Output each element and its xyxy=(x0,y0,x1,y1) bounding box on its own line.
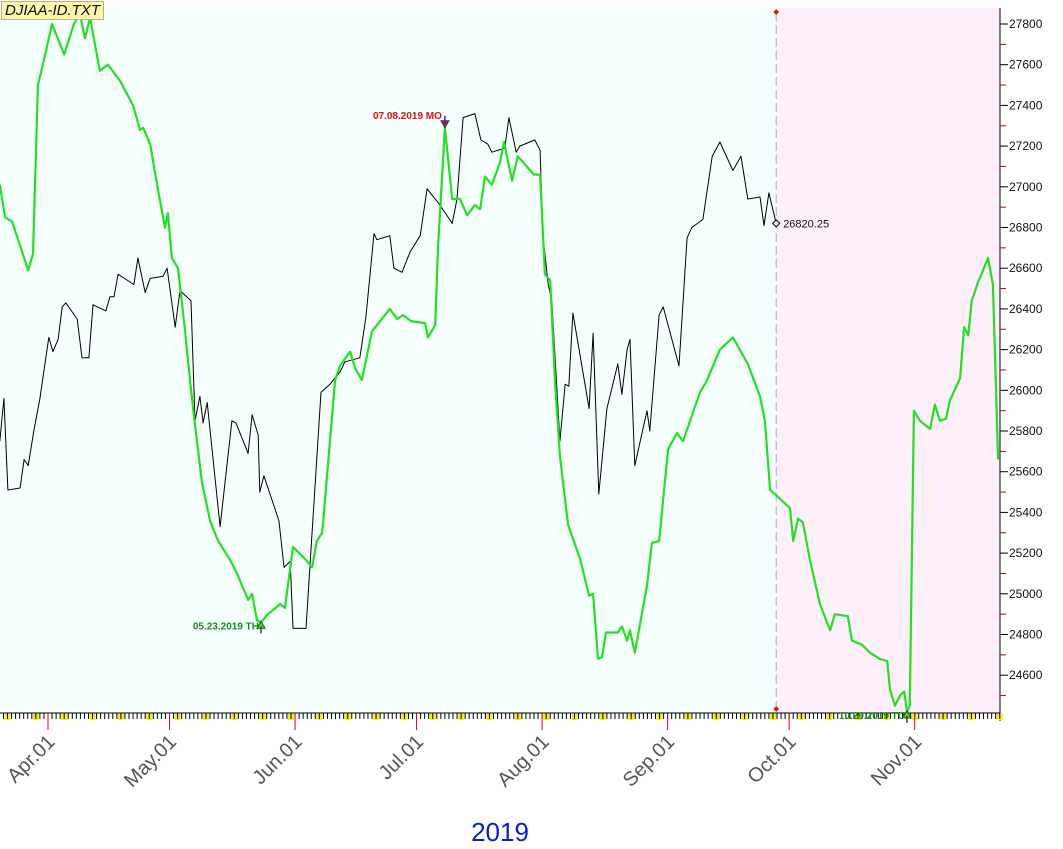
y-tick-label: 24800 xyxy=(1009,628,1043,642)
high-annotation-label: 07.08.2019 MO xyxy=(373,111,442,122)
divider-bottom-marker xyxy=(773,706,780,712)
y-tick-label: 26200 xyxy=(1009,343,1043,357)
y-tick-label: 27800 xyxy=(1009,17,1043,31)
file-name-label: DJIAA-ID.TXT xyxy=(1,1,105,20)
low-annotation-label: 05.23.2019 TH xyxy=(193,621,259,632)
y-tick-label: 25400 xyxy=(1009,505,1043,519)
x-tick-label: Oct.01 xyxy=(743,731,800,788)
x-tick-label: Aug.01 xyxy=(493,731,553,791)
y-tick-label: 26600 xyxy=(1009,261,1043,275)
y-tick-label: 25600 xyxy=(1009,465,1043,479)
last-price-marker-icon xyxy=(771,219,781,228)
y-tick-label: 25200 xyxy=(1009,546,1043,560)
indicator-line xyxy=(0,12,1000,713)
y-tick-label: 26000 xyxy=(1009,383,1043,397)
y-tick-label: 25000 xyxy=(1009,587,1043,601)
x-tick-label: Jul.01 xyxy=(375,731,428,784)
x-axis-title: 2019 xyxy=(471,817,529,847)
y-tick-label: 27600 xyxy=(1009,58,1043,72)
price-line xyxy=(0,113,777,629)
last-price-label: 26820.25 xyxy=(783,218,829,230)
low-annotation-label: 10.29.2019 TU xyxy=(839,711,905,722)
y-tick-label: 27200 xyxy=(1009,139,1043,153)
y-tick-label: 24600 xyxy=(1009,668,1043,682)
x-tick-label: Sep.01 xyxy=(619,731,679,791)
x-tick-label: May.01 xyxy=(120,731,181,792)
y-tick-label: 26400 xyxy=(1009,302,1043,316)
y-tick-label: 27000 xyxy=(1009,180,1043,194)
x-tick-label: Jun.01 xyxy=(249,731,307,789)
forecast-background xyxy=(776,8,1000,713)
y-tick-label: 26800 xyxy=(1009,221,1043,235)
y-tick-label: 25800 xyxy=(1009,424,1043,438)
divider-top-marker xyxy=(773,9,780,15)
x-tick-label: Nov.01 xyxy=(867,731,926,790)
x-tick-label: Apr.01 xyxy=(3,731,59,787)
history-background xyxy=(0,8,777,713)
y-tick-label: 27400 xyxy=(1009,98,1043,112)
